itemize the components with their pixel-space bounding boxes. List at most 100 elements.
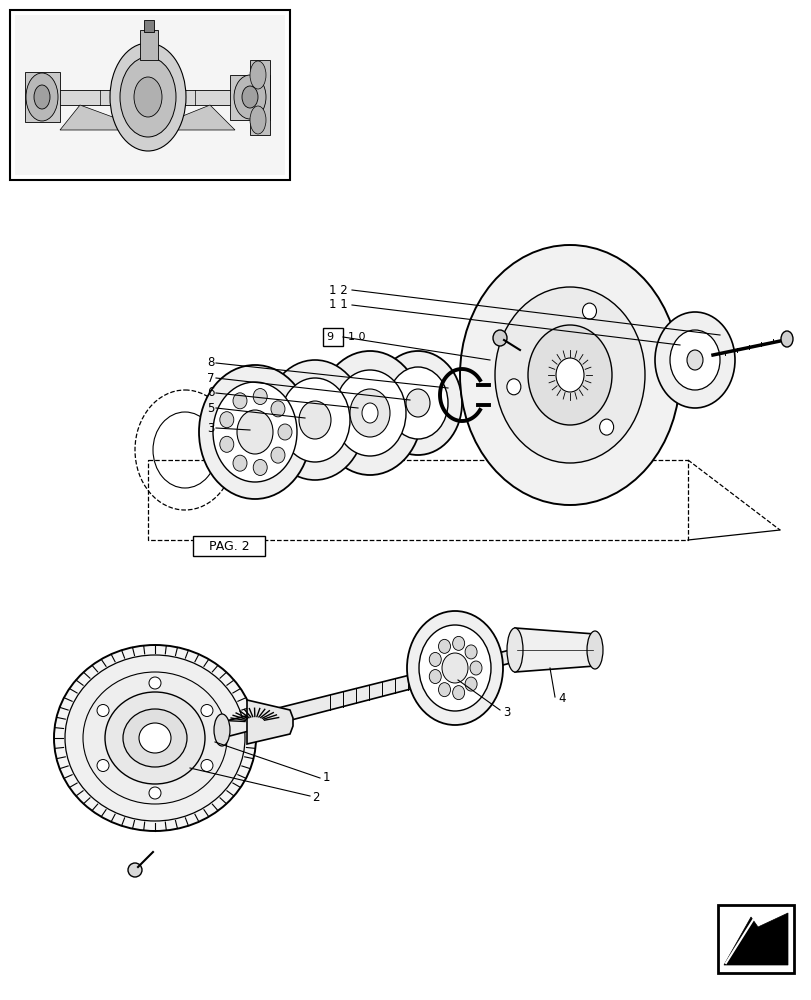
Polygon shape bbox=[221, 645, 530, 738]
Ellipse shape bbox=[280, 378, 350, 462]
Ellipse shape bbox=[506, 628, 522, 672]
Polygon shape bbox=[60, 105, 148, 130]
Ellipse shape bbox=[234, 75, 266, 119]
Ellipse shape bbox=[441, 653, 467, 683]
Ellipse shape bbox=[581, 303, 596, 319]
Bar bbox=[717, 905, 793, 973]
Ellipse shape bbox=[200, 704, 212, 716]
Ellipse shape bbox=[374, 351, 461, 455]
Text: 1: 1 bbox=[323, 771, 330, 784]
Ellipse shape bbox=[470, 661, 482, 675]
Polygon shape bbox=[723, 913, 787, 965]
Ellipse shape bbox=[54, 645, 255, 831]
Ellipse shape bbox=[212, 382, 297, 482]
Bar bbox=[323, 328, 342, 346]
Text: 1 0: 1 0 bbox=[348, 332, 365, 342]
Ellipse shape bbox=[406, 389, 430, 417]
Ellipse shape bbox=[492, 330, 506, 346]
Text: PAG. 2: PAG. 2 bbox=[208, 540, 249, 552]
Bar bbox=[15, 15, 285, 175]
Ellipse shape bbox=[214, 714, 230, 746]
Ellipse shape bbox=[460, 245, 679, 505]
Ellipse shape bbox=[253, 389, 267, 405]
Ellipse shape bbox=[465, 645, 477, 659]
Ellipse shape bbox=[250, 61, 266, 89]
Ellipse shape bbox=[452, 636, 464, 650]
Polygon shape bbox=[230, 75, 270, 120]
Ellipse shape bbox=[148, 787, 161, 799]
Ellipse shape bbox=[362, 403, 378, 423]
Ellipse shape bbox=[26, 73, 58, 121]
Polygon shape bbox=[250, 60, 270, 135]
Ellipse shape bbox=[237, 410, 272, 454]
Text: 3: 3 bbox=[502, 706, 510, 718]
Text: 7: 7 bbox=[208, 371, 215, 384]
Ellipse shape bbox=[686, 350, 702, 370]
Ellipse shape bbox=[83, 672, 227, 804]
Ellipse shape bbox=[242, 86, 258, 108]
Bar bbox=[10, 10, 290, 180]
Text: 5: 5 bbox=[208, 401, 215, 414]
Ellipse shape bbox=[654, 312, 734, 408]
Ellipse shape bbox=[65, 655, 245, 821]
Ellipse shape bbox=[429, 652, 440, 666]
Ellipse shape bbox=[429, 670, 440, 684]
Ellipse shape bbox=[128, 863, 142, 877]
Ellipse shape bbox=[134, 77, 162, 117]
Ellipse shape bbox=[506, 379, 520, 395]
Ellipse shape bbox=[34, 85, 50, 109]
Ellipse shape bbox=[200, 760, 212, 772]
Ellipse shape bbox=[250, 106, 266, 134]
Ellipse shape bbox=[264, 360, 365, 480]
Ellipse shape bbox=[122, 709, 187, 767]
Ellipse shape bbox=[406, 611, 502, 725]
Polygon shape bbox=[30, 90, 270, 105]
Ellipse shape bbox=[669, 330, 719, 390]
Ellipse shape bbox=[438, 639, 450, 653]
Ellipse shape bbox=[495, 287, 644, 463]
Ellipse shape bbox=[139, 723, 171, 753]
Polygon shape bbox=[144, 20, 154, 32]
Text: 8: 8 bbox=[208, 357, 215, 369]
Bar bbox=[193, 536, 264, 556]
Ellipse shape bbox=[199, 365, 311, 499]
Ellipse shape bbox=[527, 325, 611, 425]
Ellipse shape bbox=[465, 677, 477, 691]
Polygon shape bbox=[139, 30, 158, 60]
Polygon shape bbox=[247, 700, 293, 744]
Ellipse shape bbox=[780, 331, 792, 347]
Ellipse shape bbox=[388, 367, 448, 439]
Text: 1 1: 1 1 bbox=[328, 298, 348, 312]
Ellipse shape bbox=[233, 393, 247, 409]
Text: 6: 6 bbox=[208, 386, 215, 399]
Ellipse shape bbox=[418, 625, 491, 711]
Ellipse shape bbox=[253, 459, 267, 475]
Ellipse shape bbox=[220, 412, 234, 428]
Ellipse shape bbox=[233, 455, 247, 471]
Ellipse shape bbox=[333, 370, 406, 456]
Ellipse shape bbox=[452, 686, 464, 700]
Ellipse shape bbox=[148, 677, 161, 689]
Ellipse shape bbox=[97, 704, 109, 716]
Ellipse shape bbox=[220, 436, 234, 452]
Ellipse shape bbox=[586, 631, 603, 669]
Polygon shape bbox=[514, 628, 594, 672]
Ellipse shape bbox=[109, 43, 186, 151]
Text: 4: 4 bbox=[557, 692, 564, 706]
Text: 1 2: 1 2 bbox=[328, 284, 348, 296]
Text: 9: 9 bbox=[325, 332, 333, 342]
Ellipse shape bbox=[105, 692, 204, 784]
Ellipse shape bbox=[599, 419, 613, 435]
Ellipse shape bbox=[298, 401, 331, 439]
Polygon shape bbox=[25, 72, 60, 122]
Bar bbox=[148, 460, 687, 540]
Text: 3: 3 bbox=[208, 422, 215, 434]
Text: 2: 2 bbox=[311, 791, 319, 804]
Polygon shape bbox=[148, 105, 234, 130]
Ellipse shape bbox=[271, 447, 285, 463]
Ellipse shape bbox=[350, 389, 389, 437]
Ellipse shape bbox=[277, 424, 292, 440]
Ellipse shape bbox=[556, 358, 583, 392]
Ellipse shape bbox=[318, 351, 422, 475]
Ellipse shape bbox=[438, 683, 450, 697]
